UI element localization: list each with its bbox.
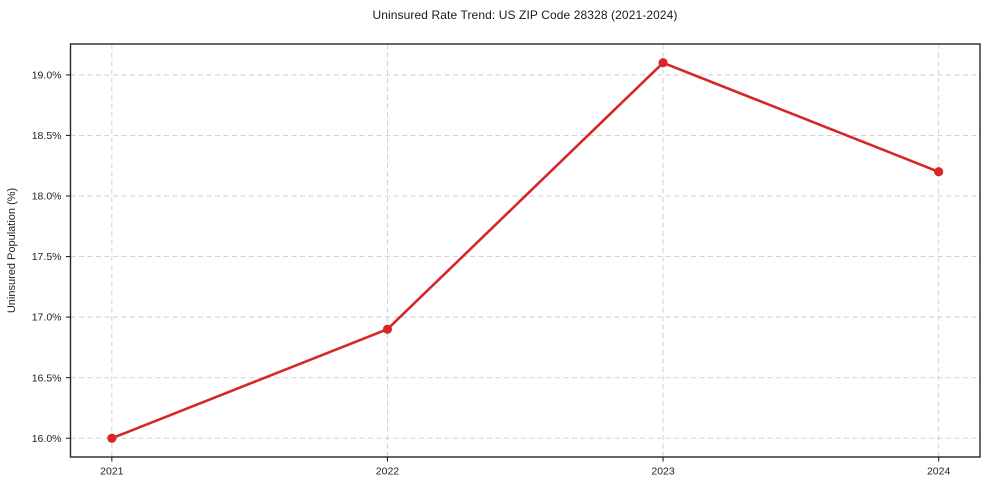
y-tick-label: 17.0%	[32, 312, 62, 324]
data-point-marker	[658, 58, 668, 68]
y-axis-label: Uninsured Population (%)	[6, 188, 18, 313]
x-tick-label: 2024	[927, 466, 951, 478]
data-point-marker	[382, 324, 393, 334]
data-point-marker	[107, 433, 117, 443]
x-tick-label: 2023	[651, 466, 675, 478]
x-tick-label: 2022	[376, 466, 400, 478]
trend-line	[110, 61, 940, 440]
y-tick-label: 16.0%	[32, 433, 62, 445]
axes-spines	[69, 43, 981, 458]
y-tick-label: 19.0%	[32, 69, 62, 81]
chart-title: Uninsured Rate Trend: US ZIP Code 28328 …	[372, 8, 678, 22]
y-tick-label: 17.5%	[32, 251, 62, 263]
y-tick-label: 18.5%	[32, 130, 62, 142]
y-tick-label: 16.5%	[32, 372, 62, 384]
data-point-marker	[934, 167, 944, 177]
x-tick-label: 2021	[100, 466, 124, 478]
y-tick-label: 18.0%	[32, 191, 62, 203]
